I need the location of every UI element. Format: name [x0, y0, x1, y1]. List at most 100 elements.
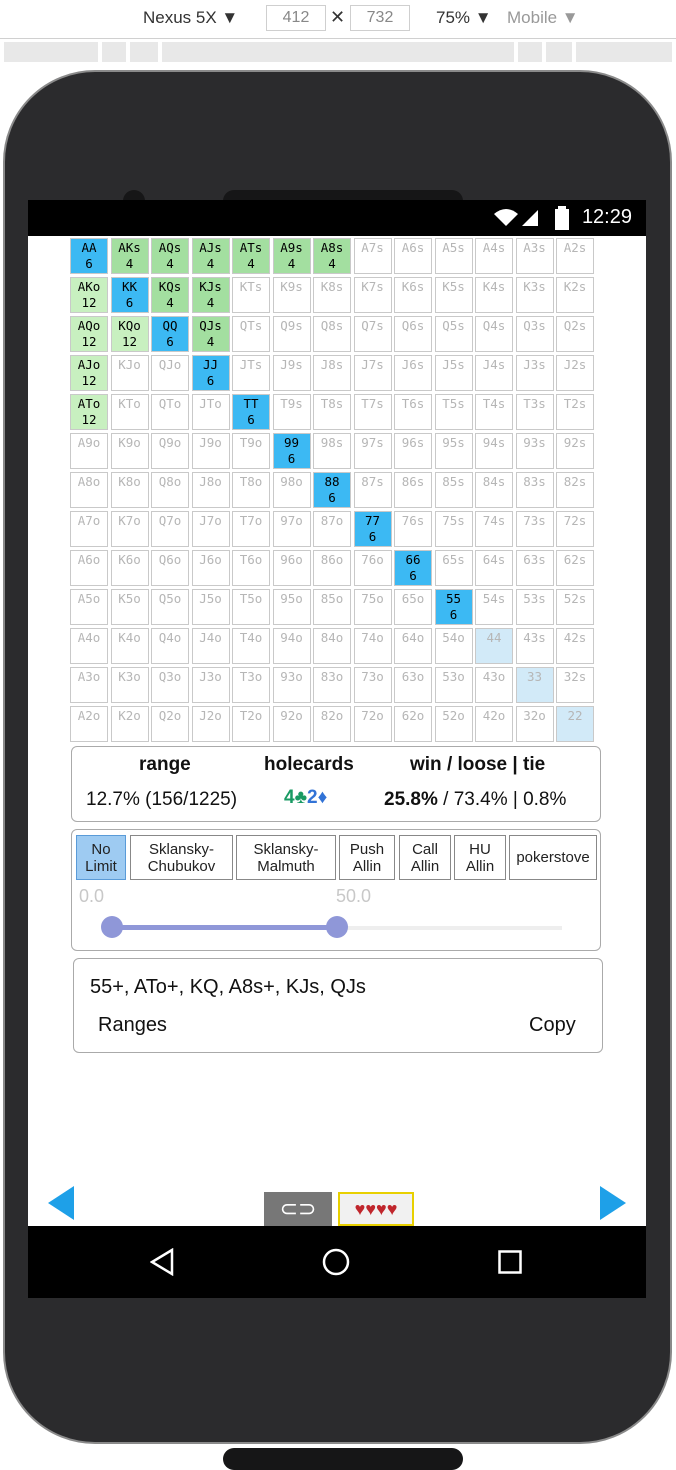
tab-push-allin[interactable]: Push Allin — [339, 835, 395, 880]
hand-cell[interactable]: J3o — [191, 667, 230, 703]
hand-cell[interactable]: 93o — [272, 667, 311, 703]
hand-cell[interactable]: AJs 4 — [191, 238, 230, 274]
hand-cell[interactable]: Q7o — [151, 511, 189, 547]
hand-cell[interactable]: T5s — [434, 394, 473, 430]
hand-cell[interactable]: K4o — [110, 628, 149, 664]
hand-cell[interactable]: T4o — [232, 628, 270, 664]
hand-cell[interactable]: A6s — [394, 238, 432, 274]
hand-cell[interactable]: K5o — [110, 589, 149, 625]
slider-min-handle[interactable] — [101, 916, 123, 938]
hand-cell[interactable]: T7o — [232, 511, 270, 547]
tab-no-limit[interactable]: No Limit — [76, 835, 126, 880]
hand-cell[interactable]: K3s — [515, 277, 554, 313]
hand-cell[interactable]: KQo 12 — [110, 316, 149, 352]
hand-cell[interactable]: AKo 12 — [70, 277, 108, 313]
hand-cell[interactable]: J7s — [353, 355, 392, 391]
hand-cell[interactable]: QTs — [232, 316, 270, 352]
hand-cell[interactable]: A3o — [70, 667, 108, 703]
hand-cell[interactable]: 62o — [394, 706, 432, 742]
hand-cell[interactable]: 82s — [556, 472, 594, 508]
hand-cell[interactable]: 92s — [556, 433, 594, 469]
home-icon[interactable] — [322, 1248, 350, 1276]
hand-cell[interactable]: 42o — [475, 706, 513, 742]
hand-cell[interactable]: 33 — [515, 667, 554, 703]
hand-cell[interactable]: K4s — [475, 277, 513, 313]
hand-cell[interactable]: 85s — [434, 472, 473, 508]
hand-cell[interactable]: 88 6 — [313, 472, 351, 508]
hand-cell[interactable]: A8s 4 — [313, 238, 351, 274]
tab-pokerstove[interactable]: pokerstove — [509, 835, 597, 880]
hand-cell[interactable]: TT 6 — [232, 394, 270, 430]
hand-cell[interactable]: J8o — [191, 472, 230, 508]
hand-cell[interactable]: 52o — [434, 706, 473, 742]
hand-cell[interactable]: 94s — [475, 433, 513, 469]
hand-cell[interactable]: Q8s — [313, 316, 351, 352]
hand-cell[interactable]: Q2o — [151, 706, 189, 742]
hand-cell[interactable]: JTo — [191, 394, 230, 430]
hand-cell[interactable]: AQo 12 — [70, 316, 108, 352]
holecard-1[interactable]: 4♣ — [284, 787, 308, 808]
hand-cell[interactable]: 94o — [272, 628, 311, 664]
hand-cell[interactable]: 64o — [394, 628, 432, 664]
hand-cell[interactable]: ATo 12 — [70, 394, 108, 430]
hand-cell[interactable]: 76o — [353, 550, 392, 586]
hand-cell[interactable]: J5o — [191, 589, 230, 625]
hand-cell[interactable]: J9s — [272, 355, 311, 391]
hand-cell[interactable]: 96s — [394, 433, 432, 469]
hand-cell[interactable]: J7o — [191, 511, 230, 547]
hand-cell[interactable]: 63o — [394, 667, 432, 703]
hand-cell[interactable]: 44 — [475, 628, 513, 664]
hand-cell[interactable]: QTo — [151, 394, 189, 430]
hand-cell[interactable]: 65o — [394, 589, 432, 625]
hand-cell[interactable]: K3o — [110, 667, 149, 703]
hand-cell[interactable]: T8o — [232, 472, 270, 508]
hand-cell[interactable]: 83s — [515, 472, 554, 508]
holecard-2[interactable]: 2♦ — [307, 787, 328, 808]
hand-cell[interactable]: K6o — [110, 550, 149, 586]
hand-cell[interactable]: J4o — [191, 628, 230, 664]
hand-cell[interactable]: A2o — [70, 706, 108, 742]
hand-cell[interactable]: Q7s — [353, 316, 392, 352]
hand-cell[interactable]: 84o — [313, 628, 351, 664]
hand-cell[interactable]: 65s — [434, 550, 473, 586]
hand-cell[interactable]: 73o — [353, 667, 392, 703]
hand-cell[interactable]: Q5s — [434, 316, 473, 352]
hand-cell[interactable]: 98o — [272, 472, 311, 508]
hand-cell[interactable]: 75o — [353, 589, 392, 625]
ranges-link[interactable]: Ranges — [98, 1014, 167, 1036]
hand-cell[interactable]: AA 6 — [70, 238, 108, 274]
cards-icon[interactable]: ♥♥♥♥ — [338, 1192, 414, 1226]
hand-cell[interactable]: T3s — [515, 394, 554, 430]
hand-cell[interactable]: 99 6 — [272, 433, 311, 469]
hand-cell[interactable]: A6o — [70, 550, 108, 586]
hand-cell[interactable]: AQs 4 — [151, 238, 189, 274]
hand-cell[interactable]: K7o — [110, 511, 149, 547]
hand-cell[interactable]: 62s — [556, 550, 594, 586]
hand-cell[interactable]: QJo — [151, 355, 189, 391]
hand-cell[interactable]: T2s — [556, 394, 594, 430]
hand-cell[interactable]: 77 6 — [353, 511, 392, 547]
hand-cell[interactable]: K2o — [110, 706, 149, 742]
hand-cell[interactable]: 72o — [353, 706, 392, 742]
hand-cell[interactable]: T9s — [272, 394, 311, 430]
width-input[interactable]: 412 — [266, 5, 326, 31]
hand-cell[interactable]: 84s — [475, 472, 513, 508]
hand-cell[interactable]: Q6s — [394, 316, 432, 352]
recents-icon[interactable] — [498, 1250, 522, 1274]
hand-cell[interactable]: T2o — [232, 706, 270, 742]
back-icon[interactable] — [150, 1248, 176, 1276]
hand-cell[interactable]: K2s — [556, 277, 594, 313]
hand-cell[interactable]: Q9s — [272, 316, 311, 352]
hand-cell[interactable]: Q6o — [151, 550, 189, 586]
hand-cell[interactable]: 98s — [313, 433, 351, 469]
tab-sklansky-chubukov[interactable]: Sklansky-Chubukov — [130, 835, 233, 880]
tab-hu-allin[interactable]: HU Allin — [454, 835, 506, 880]
hand-cell[interactable]: 42s — [556, 628, 594, 664]
hand-cell[interactable]: T9o — [232, 433, 270, 469]
hand-cell[interactable]: AKs 4 — [110, 238, 149, 274]
hand-cell[interactable]: Q4s — [475, 316, 513, 352]
hand-cell[interactable]: A7o — [70, 511, 108, 547]
hand-cell[interactable]: T7s — [353, 394, 392, 430]
hand-cell[interactable]: 95o — [272, 589, 311, 625]
hand-cell[interactable]: 22 — [556, 706, 594, 742]
